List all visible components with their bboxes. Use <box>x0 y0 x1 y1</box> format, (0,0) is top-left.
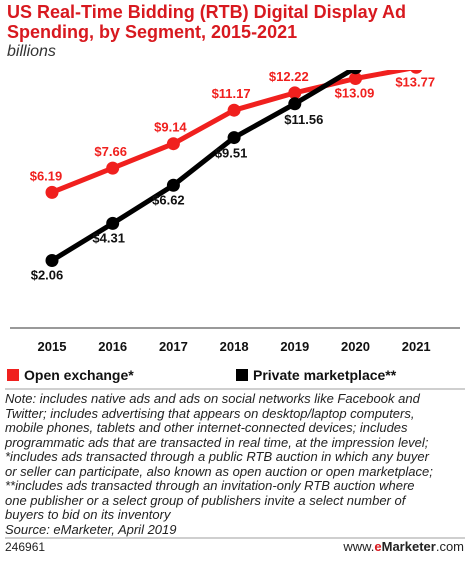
legend-label-private-marketplace: Private marketplace** <box>253 367 397 383</box>
note-line: **includes ads transacted through an inv… <box>5 478 415 493</box>
line-chart: $6.19 $7.66 $9.14 $11.17 $12.22 $13.09 $13.77 $… <box>10 70 460 354</box>
data-label-private-marketplace: $9.51 <box>215 146 248 161</box>
x-tick-label: 2019 <box>280 339 309 354</box>
data-label-private-marketplace: $2.06 <box>31 268 64 283</box>
data-point-private-marketplace <box>106 216 120 230</box>
data-point-open-exchange <box>45 185 59 199</box>
data-point-open-exchange <box>106 161 120 175</box>
data-point-private-marketplace <box>349 70 362 75</box>
data-point-open-exchange <box>227 103 241 117</box>
x-tick-label: 2018 <box>220 339 249 354</box>
brand-e: e <box>374 539 382 554</box>
notes-divider <box>5 388 465 390</box>
note-line: one publisher or a select group of publi… <box>5 492 406 508</box>
data-label-open-exchange: $9.14 <box>154 120 187 135</box>
data-point-open-exchange <box>288 86 302 100</box>
data-point-private-marketplace <box>166 178 180 192</box>
legend-swatch-private-marketplace <box>236 369 248 381</box>
data-label-private-marketplace: $4.31 <box>92 230 125 245</box>
note-line: programmatic ads that are transacted in … <box>5 434 429 450</box>
data-point-private-marketplace <box>227 131 241 145</box>
chart-title-line-1: US Real-Time Bidding (RTB) Digital Displ… <box>7 2 407 22</box>
emarketer-logo: www.eMarketer.com <box>343 539 464 554</box>
brand-name: Marketer <box>381 539 436 554</box>
brand-prefix: www. <box>343 539 375 554</box>
legend-swatch-open-exchange <box>7 369 19 381</box>
chart-title: US Real-Time Bidding (RTB) Digital Displ… <box>7 2 447 42</box>
data-label-open-exchange: $13.09 <box>335 86 375 101</box>
data-label-open-exchange: $6.19 <box>30 168 63 183</box>
data-point-private-marketplace <box>288 97 302 111</box>
x-tick-label: 2020 <box>341 339 370 354</box>
data-point-open-exchange <box>166 137 180 151</box>
note-line: Note: includes native ads and ads on soc… <box>5 391 420 406</box>
x-tick-label: 2017 <box>159 339 188 354</box>
chart-subtitle: billions <box>7 43 56 60</box>
data-label-open-exchange: $11.17 <box>212 86 251 101</box>
data-label-open-exchange: $13.77 <box>395 74 435 89</box>
footer-divider <box>5 537 465 539</box>
note-line: mobile phones, tablets and other interne… <box>5 420 408 435</box>
x-tick-label: 2016 <box>98 339 127 354</box>
note-line: buyers to bid on its inventory <box>5 507 171 522</box>
source-line: Source: eMarketer, April 2019 <box>5 521 177 537</box>
data-point-private-marketplace <box>45 254 59 268</box>
legend-item-open-exchange: Open exchange* <box>7 365 134 385</box>
legend-label-open-exchange: Open exchange* <box>24 367 134 383</box>
chart-notes: Note: includes native ads and ads on soc… <box>5 391 467 537</box>
data-point-open-exchange <box>410 70 423 74</box>
x-tick-label: 2015 <box>38 339 67 354</box>
data-label-open-exchange: $12.22 <box>269 70 309 84</box>
legend-item-private-marketplace: Private marketplace** <box>236 365 396 385</box>
data-label-private-marketplace: $6.62 <box>152 192 185 207</box>
data-label-open-exchange: $7.66 <box>94 144 127 159</box>
note-line: or seller can participate, also known as… <box>5 463 433 479</box>
data-point-open-exchange <box>349 72 362 86</box>
chart-title-line-2: Spending, by Segment, 2015-2021 <box>7 22 298 42</box>
brand-suffix: .com <box>435 539 464 554</box>
chart-id: 246961 <box>5 540 46 554</box>
data-label-private-marketplace: $11.56 <box>284 112 323 127</box>
note-line: *includes ads transacted through a publi… <box>5 449 429 464</box>
x-tick-label: 2021 <box>402 339 431 354</box>
note-line: Twitter; includes advertising that appea… <box>5 405 415 421</box>
